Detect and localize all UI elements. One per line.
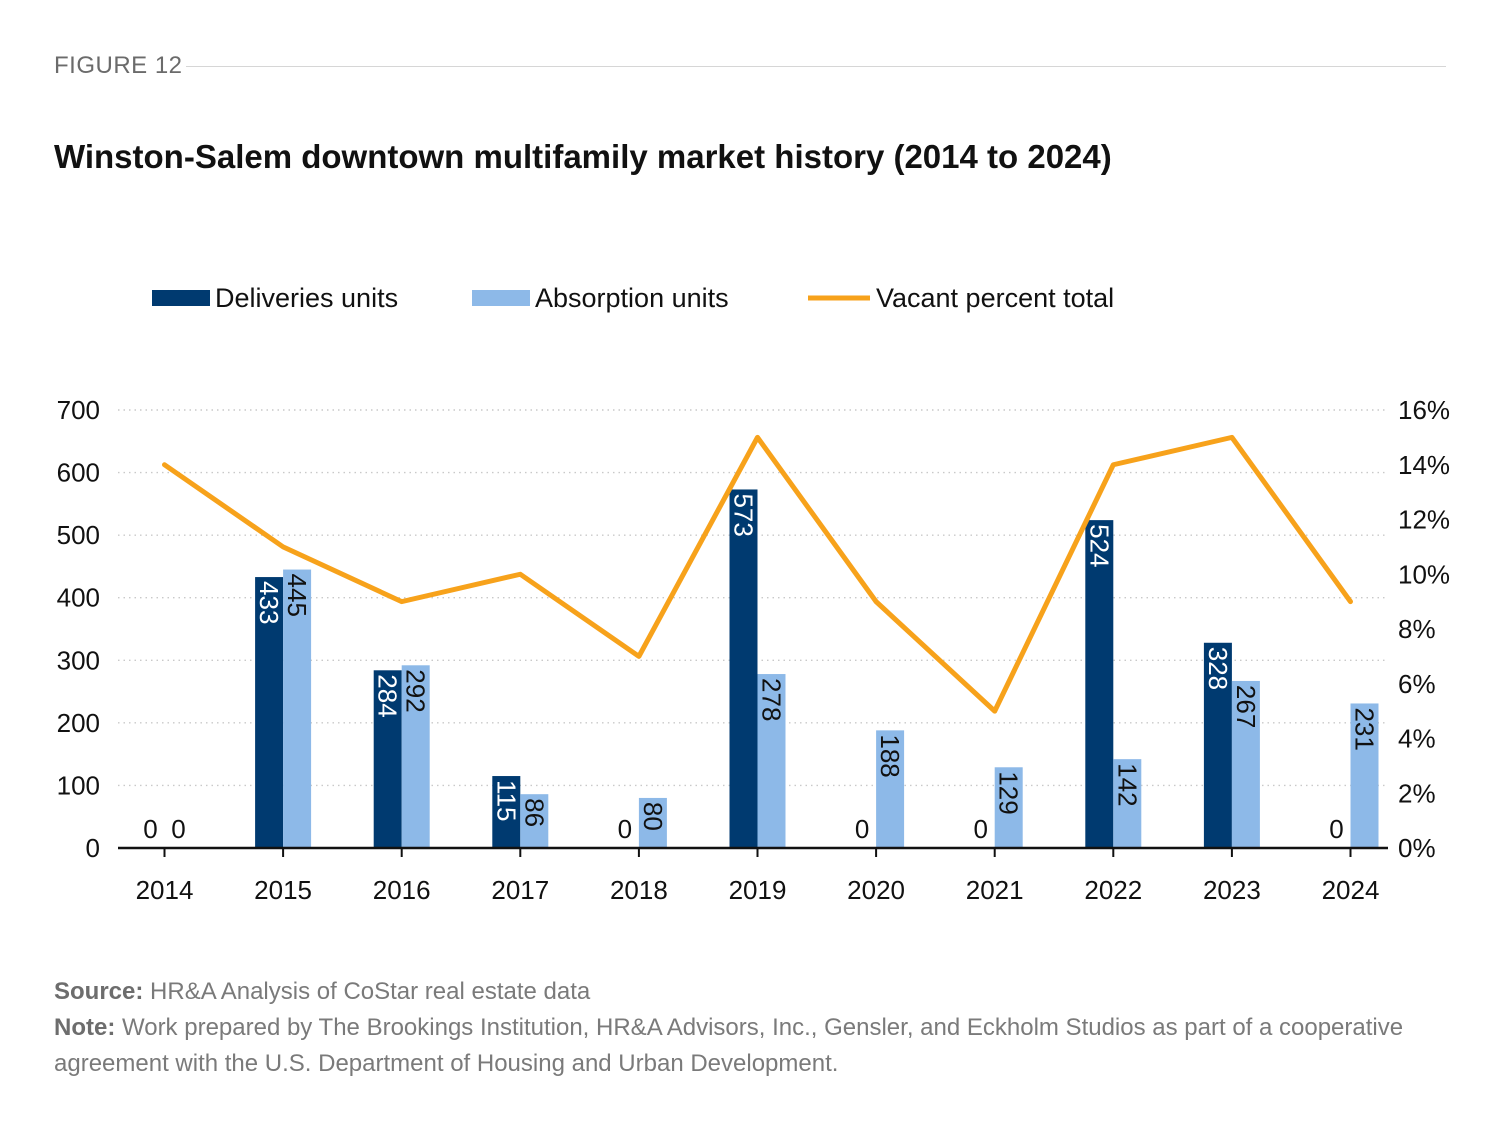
vacancy-line-layer xyxy=(162,434,1353,714)
chart-title: Winston-Salem downtown multifamily marke… xyxy=(54,138,1112,175)
note-label: Note: xyxy=(54,1014,116,1041)
figure-label: FIGURE 12 xyxy=(54,52,183,79)
x-tick-2020: 2020 xyxy=(847,875,905,905)
legend: Deliveries units Absorption units Vacant p… xyxy=(152,283,1114,313)
data-label-deliveries-units-2021: 0 xyxy=(973,814,987,844)
source-line: Source: HR&A Analysis of CoStar real est… xyxy=(54,974,1454,1010)
data-label-absorption-units-2016: 292 xyxy=(401,669,431,712)
x-tick-2015: 2015 xyxy=(254,875,312,905)
bar-absorption-units-2023 xyxy=(1231,680,1260,848)
bar-absorption-units-2024 xyxy=(1350,703,1379,848)
y-right-tick-12: 12% xyxy=(1398,505,1450,535)
bar-deliveries-units-2019 xyxy=(729,489,758,848)
y-right-tick-14: 14% xyxy=(1398,450,1450,480)
x-tick-2019: 2019 xyxy=(729,875,787,905)
y-right-tick-4: 4% xyxy=(1398,724,1436,754)
bar-deliveries-units-2015 xyxy=(255,577,284,848)
bar-deliveries-units-2023 xyxy=(1203,642,1232,848)
note-line: Note: Work prepared by The Brookings Ins… xyxy=(54,1010,1454,1082)
y-right-tick-8: 8% xyxy=(1398,614,1436,644)
bar-absorption-units-2020 xyxy=(876,730,905,848)
data-label-absorption-units-2017: 86 xyxy=(519,798,549,827)
x-tick-2024: 2024 xyxy=(1322,875,1380,905)
data-label-absorption-units-2018: 80 xyxy=(638,802,668,831)
data-label-deliveries-units-2016: 284 xyxy=(373,674,403,717)
x-tick-2021: 2021 xyxy=(966,875,1024,905)
data-label-deliveries-units-2023: 328 xyxy=(1203,647,1233,690)
data-label-absorption-units-2024: 231 xyxy=(1350,707,1380,750)
bar-absorption-units-2019 xyxy=(757,674,786,848)
data-label-deliveries-units-2014: 0 xyxy=(143,814,157,844)
y-right-tick-6: 6% xyxy=(1398,669,1436,699)
data-label-absorption-units-2019: 278 xyxy=(757,678,787,721)
data-label-absorption-units-2020: 188 xyxy=(875,734,905,777)
data-label-absorption-units-2023: 267 xyxy=(1231,685,1261,728)
y-left-tick-0: 0 xyxy=(86,833,100,863)
y-left-tick-600: 600 xyxy=(57,458,100,488)
y-left-tick-400: 400 xyxy=(57,583,100,613)
legend-swatch-deliveries-units xyxy=(152,290,210,306)
y-right-tick-0: 0% xyxy=(1398,833,1436,863)
data-label-deliveries-units-2024: 0 xyxy=(1329,814,1343,844)
y-left-tick-300: 300 xyxy=(57,645,100,675)
bar-absorption-units-2016 xyxy=(401,665,430,848)
x-tick-2014: 2014 xyxy=(136,875,194,905)
legend-label-vacant-percent-total: Vacant percent total xyxy=(876,283,1114,313)
source-text: HR&A Analysis of CoStar real estate data xyxy=(143,978,591,1005)
series-line-vacant-percent-total xyxy=(162,434,1353,714)
footer: Source: HR&A Analysis of CoStar real est… xyxy=(54,974,1454,1082)
data-label-deliveries-units-2018: 0 xyxy=(618,814,632,844)
x-tick-2022: 2022 xyxy=(1084,875,1142,905)
figure-rule xyxy=(186,66,1446,67)
axes: 0 100 200 300 400 500 600 700 0% 2% 4% 6% 8% 10% 12% 14… xyxy=(57,395,1450,905)
y-right-tick-2: 2% xyxy=(1398,778,1436,808)
y-right-tick-16: 16% xyxy=(1398,395,1450,425)
legend-label-absorption-units: Absorption units xyxy=(535,283,729,313)
x-tick-2018: 2018 xyxy=(610,875,668,905)
y-right-tick-10: 10% xyxy=(1398,559,1450,589)
bar-absorption-units-2017 xyxy=(520,794,549,848)
x-tick-2016: 2016 xyxy=(373,875,431,905)
bar-deliveries-units-2016 xyxy=(373,670,402,848)
data-label-absorption-units-2022: 142 xyxy=(1112,763,1142,806)
y-left-tick-200: 200 xyxy=(57,708,100,738)
data-label-deliveries-units-2020: 0 xyxy=(855,814,869,844)
data-label-deliveries-units-2015: 433 xyxy=(254,581,284,624)
data-label-deliveries-units-2019: 573 xyxy=(729,493,759,536)
data-label-absorption-units-2021: 129 xyxy=(994,771,1024,814)
source-label: Source: xyxy=(54,978,144,1005)
data-label-deliveries-units-2022: 524 xyxy=(1084,524,1114,567)
data-label-deliveries-units-2017: 115 xyxy=(491,780,521,821)
bar-deliveries-units-2017 xyxy=(492,776,521,848)
data-label-absorption-units-2014: 0 xyxy=(171,814,185,844)
bar-absorption-units-2022 xyxy=(1113,759,1142,848)
data-label-absorption-units-2015: 445 xyxy=(282,574,312,617)
x-tick-2023: 2023 xyxy=(1203,875,1261,905)
y-left-tick-700: 700 xyxy=(57,395,100,425)
legend-swatch-absorption-units xyxy=(472,290,530,306)
y-left-tick-500: 500 xyxy=(57,520,100,550)
note-text: Work prepared by The Brookings Instituti… xyxy=(54,1014,1404,1077)
bar-absorption-units-2018 xyxy=(638,797,667,848)
legend-label-deliveries-units: Deliveries units xyxy=(215,283,398,313)
y-left-tick-100: 100 xyxy=(57,770,100,800)
bar-deliveries-units-2022 xyxy=(1085,520,1114,848)
bar-absorption-units-2015 xyxy=(283,569,312,848)
bar-absorption-units-2021 xyxy=(994,767,1023,848)
x-tick-2017: 2017 xyxy=(491,875,549,905)
